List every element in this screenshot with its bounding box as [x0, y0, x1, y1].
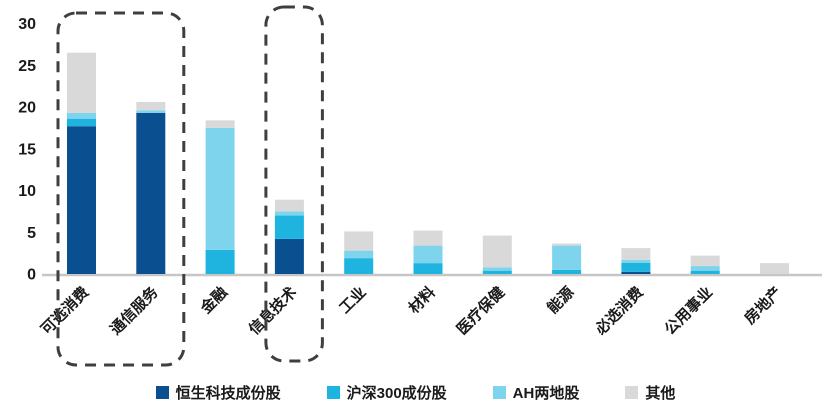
- x-axis-category-label: 通信服务: [106, 282, 162, 338]
- x-axis-category-label: 工业: [336, 284, 369, 317]
- y-axis-tick-label: 0: [27, 267, 36, 284]
- bar-segment-其他-工业: [344, 231, 374, 251]
- legend-label: AH两地股: [512, 385, 580, 402]
- legend-label: 恒生科技成份股: [175, 385, 281, 402]
- bar-segment-其他-必选消费: [621, 248, 651, 260]
- x-axis-category-label: 公用事业: [661, 283, 716, 338]
- bar-segment-AH两地股-能源: [552, 245, 582, 270]
- bar-segment-其他-房地产: [760, 263, 789, 274]
- x-axis-category-label: 房地产: [741, 283, 786, 328]
- bar-segment-其他-金融: [205, 120, 235, 128]
- bar-segment-沪深300成份股-金融: [205, 249, 235, 274]
- bar-segment-其他-医疗保健: [482, 235, 512, 268]
- bar-segment-其他-通信服务: [136, 101, 166, 111]
- legend-item-恒生科技成份股: 恒生科技成份股: [155, 382, 281, 403]
- highlight-dashed-box: [56, 11, 186, 367]
- bar-segment-恒生科技成份股-必选消费: [621, 271, 651, 274]
- bar-segment-AH两地股-信息技术: [274, 211, 304, 216]
- x-axis-category-label: 材料: [405, 283, 439, 317]
- y-axis-tick-label: 25: [18, 58, 36, 75]
- bar-segment-恒生科技成份股-通信服务: [136, 112, 166, 274]
- bar-segment-AH两地股-通信服务: [136, 110, 166, 113]
- bar-segment-恒生科技成份股-信息技术: [274, 238, 304, 274]
- bar-segment-AH两地股-可选消费: [67, 112, 96, 119]
- chart-legend: 恒生科技成份股 沪深300成份股 AH两地股 其他: [0, 382, 831, 403]
- bar-segment-AH两地股-金融: [205, 127, 235, 250]
- bar-segment-其他-可选消费: [67, 52, 96, 113]
- bar-segment-其他-信息技术: [274, 199, 304, 212]
- legend-label: 其他: [645, 385, 676, 402]
- bar-segment-沪深300成份股-材料: [413, 263, 443, 274]
- bar-segment-沪深300成份股-公用事业: [690, 270, 720, 274]
- legend-label: 沪深300成份股: [346, 385, 447, 402]
- bar-segment-其他-能源: [552, 243, 582, 246]
- x-axis-category-label: 可选消费: [37, 283, 92, 338]
- x-axis-category-label: 能源: [543, 283, 577, 317]
- legend-swatch-icon: [155, 386, 169, 399]
- y-axis-tick-label: 10: [18, 183, 36, 200]
- y-axis-tick-label: 5: [27, 225, 36, 242]
- legend-swatch-icon: [625, 386, 639, 399]
- bar-segment-其他-材料: [413, 230, 443, 246]
- legend-item-其他: 其他: [625, 382, 675, 403]
- x-axis-category-label: 金融: [196, 283, 231, 318]
- highlight-dashed-box: [264, 5, 324, 363]
- legend-swatch-icon: [492, 386, 506, 399]
- y-axis-tick-label: 20: [18, 100, 36, 117]
- x-axis-category-label: 信息技术: [245, 283, 300, 338]
- bar-segment-沪深300成份股-工业: [344, 258, 374, 274]
- bar-segment-AH两地股-医疗保健: [482, 267, 512, 271]
- y-axis-tick-label: 30: [18, 16, 36, 33]
- legend-item-沪深300成份股: 沪深300成份股: [326, 382, 447, 403]
- bar-segment-沪深300成份股-必选消费: [621, 262, 651, 272]
- bar-segment-AH两地股-必选消费: [621, 259, 651, 263]
- bar-segment-AH两地股-材料: [413, 245, 443, 264]
- bar-segment-AH两地股-公用事业: [690, 266, 720, 271]
- bar-segment-沪深300成份股-可选消费: [67, 118, 96, 127]
- bar-segment-沪深300成份股-医疗保健: [482, 270, 512, 274]
- y-axis-tick-label: 15: [18, 141, 36, 158]
- bar-segment-沪深300成份股-能源: [552, 269, 582, 274]
- bar-segment-沪深300成份股-信息技术: [274, 215, 304, 239]
- legend-swatch-icon: [326, 386, 340, 399]
- legend-item-AH两地股: AH两地股: [492, 382, 580, 403]
- bar-segment-其他-公用事业: [690, 255, 720, 267]
- bar-segment-AH两地股-工业: [344, 250, 374, 259]
- bar-segment-恒生科技成份股-可选消费: [67, 126, 96, 274]
- x-axis-category-label: 必选消费: [591, 283, 647, 339]
- x-axis-category-label: 医疗保健: [453, 283, 508, 338]
